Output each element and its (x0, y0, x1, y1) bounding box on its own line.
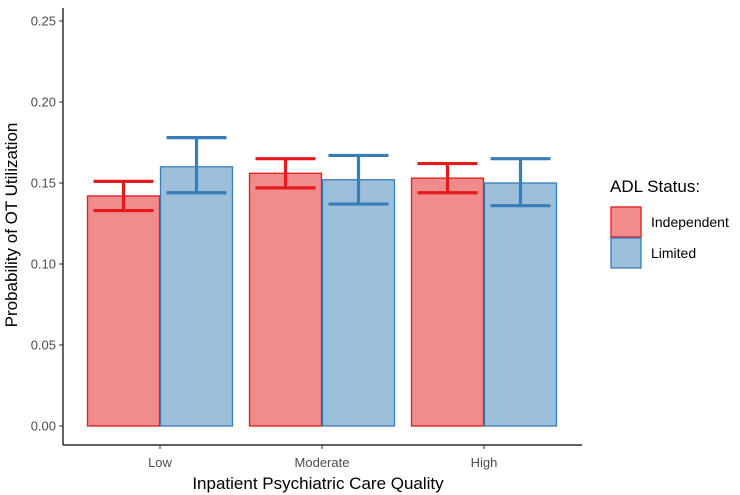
bar-independent-low (86, 195, 161, 427)
error-bars (93, 136, 551, 213)
x-tick-label-low: Low (148, 455, 172, 470)
error-bar-independent-moderate (255, 157, 316, 190)
y-tick-label: 0.05 (31, 338, 56, 353)
bar-limited-moderate (321, 179, 396, 427)
y-axis-ticks: 0.00 0.05 0.10 0.15 0.20 0.25 (31, 14, 63, 434)
error-bar-limited-low (166, 136, 227, 195)
y-tick-label: 0.25 (31, 14, 56, 29)
bar-independent-high (410, 177, 485, 427)
y-tick-label: 0.20 (31, 95, 56, 110)
x-axis-ticks: Low Moderate High (148, 445, 497, 470)
legend: ADL Status: Independent Limited (610, 177, 729, 269)
error-bar-limited-moderate (328, 153, 389, 206)
legend-title: ADL Status: (610, 177, 700, 196)
legend-label-limited: Limited (651, 245, 696, 261)
bar-independent-moderate (248, 172, 323, 427)
y-tick-label: 0.10 (31, 257, 56, 272)
error-bar-independent-high (417, 161, 478, 195)
bar-limited-low (159, 166, 234, 427)
legend-key-independent (610, 206, 642, 238)
y-tick-label: 0.00 (31, 419, 56, 434)
x-tick-label-high: High (471, 455, 498, 470)
legend-key-limited (610, 237, 642, 269)
x-tick-label-moderate: Moderate (295, 455, 350, 470)
y-axis-title: Probability of OT Utilization (2, 123, 21, 328)
bars (86, 166, 558, 427)
bar-limited-high (483, 182, 558, 427)
error-bar-limited-high (490, 157, 551, 208)
x-axis-title: Inpatient Psychiatric Care Quality (192, 474, 444, 493)
error-bar-independent-low (93, 179, 154, 213)
legend-label-independent: Independent (651, 214, 729, 230)
y-tick-label: 0.15 (31, 176, 56, 191)
